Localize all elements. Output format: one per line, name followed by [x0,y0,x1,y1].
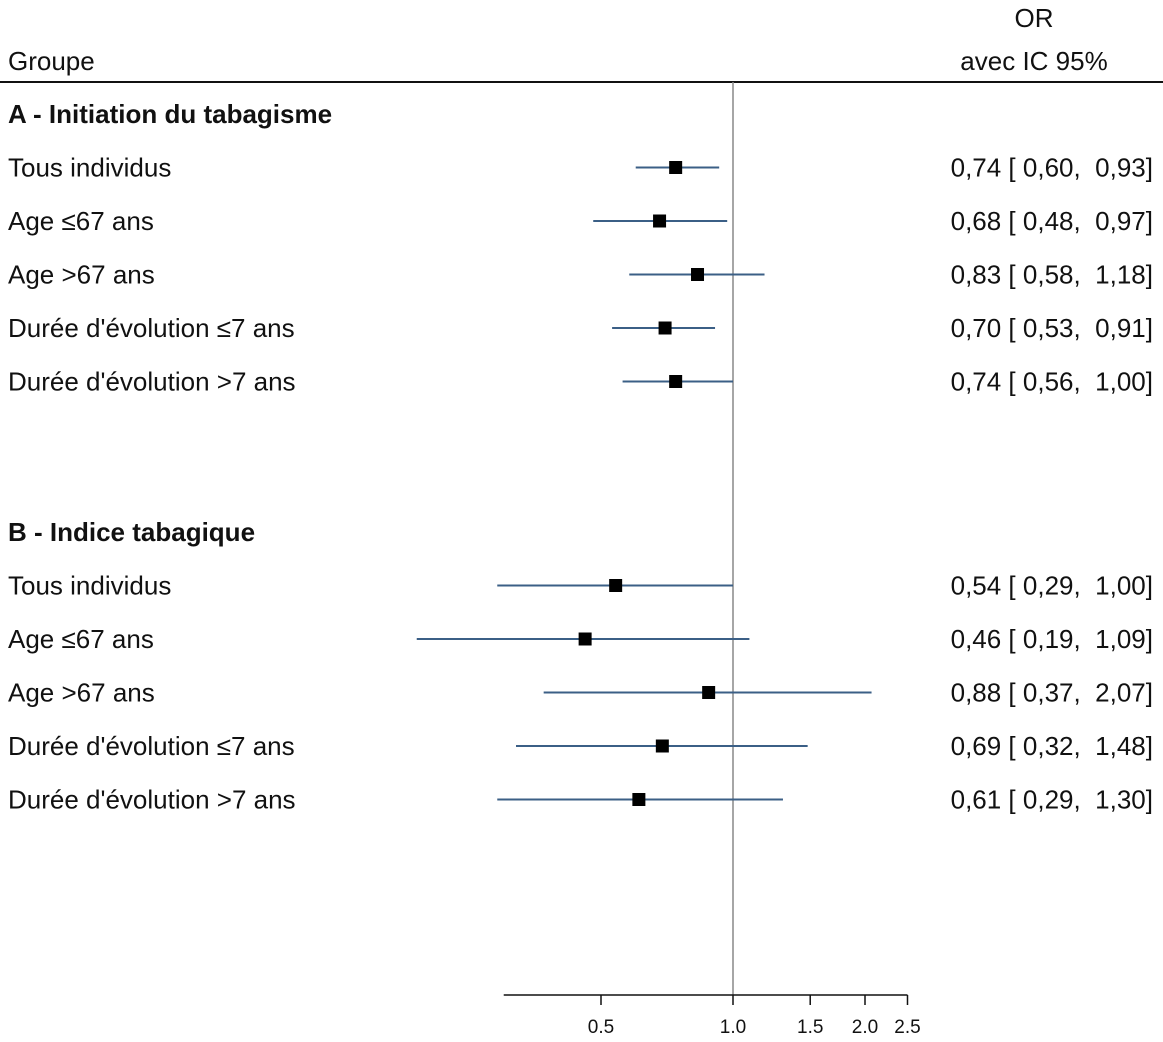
x-tick-label: 1.0 [720,1017,746,1038]
row-label: Age ≤67 ans [8,206,154,236]
or-point [653,214,667,228]
row-label: Age ≤67 ans [8,624,154,654]
or-point [691,268,705,281]
x-tick-label: 2.5 [894,1017,920,1038]
or-ci-value: 0,68 [ 0,48, 0,97] [951,206,1153,236]
x-tick-label: 0.5 [588,1017,614,1038]
group-column-header: Groupe [8,46,95,76]
or-ci-value: 0,61 [ 0,29, 1,30] [951,785,1153,815]
or-ci-value: 0,70 [ 0,53, 0,91] [951,313,1153,343]
section-title: B - Indice tabagique [8,517,255,547]
row-label: Durée d'évolution >7 ans [8,785,296,815]
row-label: Durée d'évolution ≤7 ans [8,731,295,761]
or-ci-value: 0,46 [ 0,19, 1,09] [951,624,1153,654]
row-label: Age >67 ans [8,260,155,290]
or-ci-value: 0,54 [ 0,29, 1,00] [951,571,1153,601]
row-label: Tous individus [8,571,171,601]
ci-column-header: avec IC 95% [960,46,1107,76]
or-point [669,161,683,174]
or-ci-value: 0,74 [ 0,56, 1,00] [951,367,1153,397]
row-label: Durée d'évolution ≤7 ans [8,313,295,343]
or-ci-value: 0,74 [ 0,60, 0,93] [951,153,1153,183]
row-label: Tous individus [8,153,171,183]
or-ci-value: 0,88 [ 0,37, 2,07] [951,678,1153,708]
or-ci-value: 0,69 [ 0,32, 1,48] [951,731,1153,761]
x-axis: 0.5 1.0 1.5 2.0 2.5 [503,994,921,1038]
or-ci-value: 0,83 [ 0,58, 1,18] [951,260,1153,290]
or-point [702,686,716,699]
or-point [658,321,672,335]
or-point [609,579,623,592]
or-point [578,632,592,646]
or-point [669,375,683,388]
or-column-header: OR [1015,3,1054,33]
or-point [632,793,646,806]
forest-rows: A - Initiation du tabagisme Tous individu… [8,99,1153,815]
row-label: Durée d'évolution >7 ans [8,367,296,397]
x-tick-label: 2.0 [852,1017,878,1038]
or-point [655,739,669,753]
x-tick-label: 1.5 [797,1017,823,1038]
row-label: Age >67 ans [8,678,155,708]
section-title: A - Initiation du tabagisme [8,99,332,129]
